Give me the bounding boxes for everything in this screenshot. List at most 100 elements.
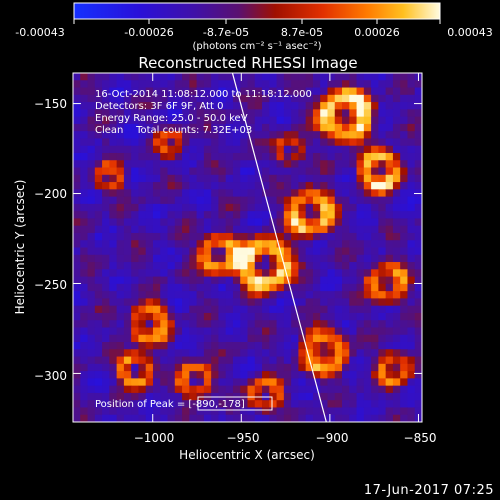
heatmap-cell (356, 254, 365, 263)
heatmap-cell (392, 196, 401, 205)
heatmap-cell (102, 225, 110, 234)
heatmap-cell (73, 109, 81, 118)
heatmap-cell (189, 327, 197, 336)
heatmap-cell (305, 298, 314, 307)
heatmap-cell (298, 298, 307, 307)
heatmap-cell (123, 160, 132, 168)
heatmap-cell (109, 109, 118, 118)
heatmap-cell (138, 109, 147, 118)
heatmap-cell (414, 203, 422, 212)
heatmap-cell (160, 414, 168, 422)
heatmap-cell (225, 73, 234, 81)
heatmap-cell (269, 356, 277, 365)
heatmap-cell (116, 283, 125, 292)
heatmap-cell (131, 291, 139, 299)
heatmap-cell (385, 145, 394, 154)
heatmap-cell (414, 320, 422, 328)
heatmap-cell (283, 182, 292, 190)
heatmap-cell (254, 269, 263, 277)
heatmap-cell (363, 305, 372, 314)
heatmap-cell (305, 131, 314, 139)
heatmap-cell (182, 400, 190, 408)
heatmap-cell (138, 225, 147, 234)
heatmap-cell (363, 211, 372, 219)
heatmap-cell (87, 218, 96, 227)
heatmap-cell (327, 276, 336, 285)
heatmap-cell (174, 189, 183, 197)
heatmap-cell (116, 291, 125, 299)
heatmap-cell (102, 371, 110, 379)
heatmap-cell (123, 407, 132, 416)
heatmap-cell (211, 371, 219, 379)
heatmap-cell (414, 385, 422, 394)
heatmap-cell (94, 305, 103, 314)
heatmap-cell (167, 152, 176, 161)
heatmap-cell (232, 407, 241, 416)
heatmap-cell (291, 232, 299, 241)
heatmap-cell (145, 189, 154, 197)
heatmap-cell (254, 334, 263, 343)
heatmap-cell (182, 342, 190, 350)
peak-position-box (197, 396, 273, 411)
heatmap-cell (203, 138, 212, 147)
heatmap-cell (116, 392, 125, 401)
heatmap-cell (94, 312, 103, 321)
heatmap-cell (196, 189, 205, 197)
heatmap-cell (102, 80, 110, 88)
heatmap-cell (371, 305, 379, 314)
heatmap-cell (356, 123, 365, 132)
heatmap-cell (400, 240, 408, 248)
heatmap-cell (378, 247, 387, 256)
heatmap-cell (73, 334, 81, 343)
heatmap-cell (225, 385, 234, 394)
heatmap-cell (269, 167, 277, 176)
heatmap-cell (262, 298, 270, 307)
heatmap-cell (400, 254, 408, 263)
heatmap-cell (342, 196, 350, 205)
heatmap-cell (80, 116, 88, 125)
heatmap-cell (392, 211, 401, 219)
heatmap-cell (225, 327, 234, 336)
heatmap-cell (94, 116, 103, 125)
heatmap-cell (203, 240, 212, 248)
heatmap-cell (218, 327, 227, 336)
heatmap-cell (152, 73, 161, 81)
heatmap-cell (262, 73, 270, 81)
heatmap-cell (203, 131, 212, 139)
heatmap-cell (123, 203, 132, 212)
heatmap-cell (254, 123, 263, 132)
heatmap-cell (109, 312, 118, 321)
heatmap-cell (80, 203, 88, 212)
heatmap-cell (378, 240, 387, 248)
heatmap-cell (269, 189, 277, 197)
heatmap-cell (218, 371, 227, 379)
heatmap-cell (109, 342, 118, 350)
heatmap-cell (232, 327, 241, 336)
heatmap-cell (276, 371, 285, 379)
heatmap-cell (109, 349, 118, 357)
heatmap-cell (247, 73, 256, 81)
heatmap-cell (80, 138, 88, 147)
heatmap-cell (262, 283, 270, 292)
heatmap-cell (247, 291, 256, 299)
heatmap-cell (109, 371, 118, 379)
heatmap-cell (378, 218, 387, 227)
heatmap-cell (232, 298, 241, 307)
heatmap-cell (262, 334, 270, 343)
heatmap-cell (320, 80, 328, 88)
heatmap-cell (378, 145, 387, 154)
heatmap-cell (291, 320, 299, 328)
heatmap-cell (131, 356, 139, 365)
heatmap-cell (73, 385, 81, 394)
heatmap-cell (327, 218, 336, 227)
heatmap-cell (196, 211, 205, 219)
heatmap-cell (152, 123, 161, 132)
heatmap-cell (385, 152, 394, 161)
heatmap-cell (385, 123, 394, 132)
heatmap-cell (152, 152, 161, 161)
heatmap-cell (203, 211, 212, 219)
heatmap-cell (232, 262, 241, 270)
heatmap-cell (291, 145, 299, 154)
heatmap-cell (211, 407, 219, 416)
heatmap-cell (414, 247, 422, 256)
